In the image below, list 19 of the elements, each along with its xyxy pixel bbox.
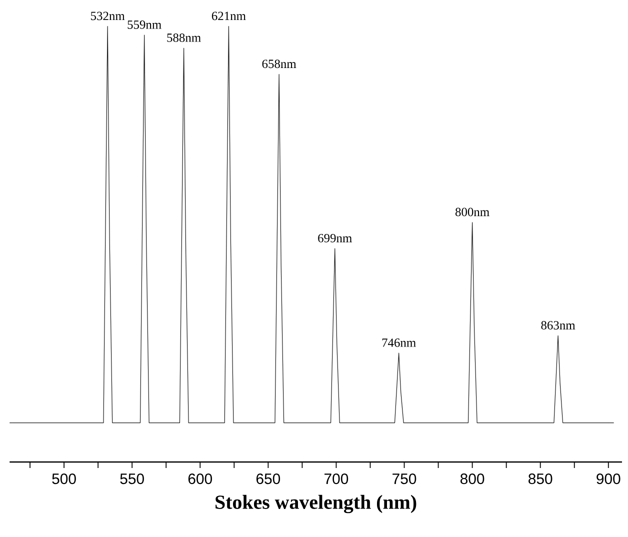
x-tick-label: 600: [188, 474, 212, 484]
annotation: 746nm: [382, 338, 416, 347]
annotation: 863nm: [541, 321, 576, 330]
x-tick-label: 650: [256, 474, 280, 484]
annotation: 559nm: [128, 20, 162, 29]
x-tick-label: 800: [460, 474, 484, 484]
x-tick-label: 900: [596, 474, 620, 484]
x-tick-label: 700: [324, 474, 348, 484]
x-tick-label: 850: [528, 474, 552, 484]
x-tick-label: 500: [52, 474, 76, 484]
x-tick-label: 750: [392, 474, 416, 484]
annotation: 699nm: [318, 234, 352, 242]
annotation: 621nm: [212, 12, 246, 20]
annotation: 588nm: [167, 34, 201, 42]
annotation: 532nm: [91, 12, 125, 20]
x-tick-label: 550: [120, 474, 144, 484]
annotation: 800nm: [455, 208, 490, 216]
x-axis-title: Stokes wavelength (nm): [216, 494, 416, 514]
annotation: 658nm: [262, 60, 296, 68]
